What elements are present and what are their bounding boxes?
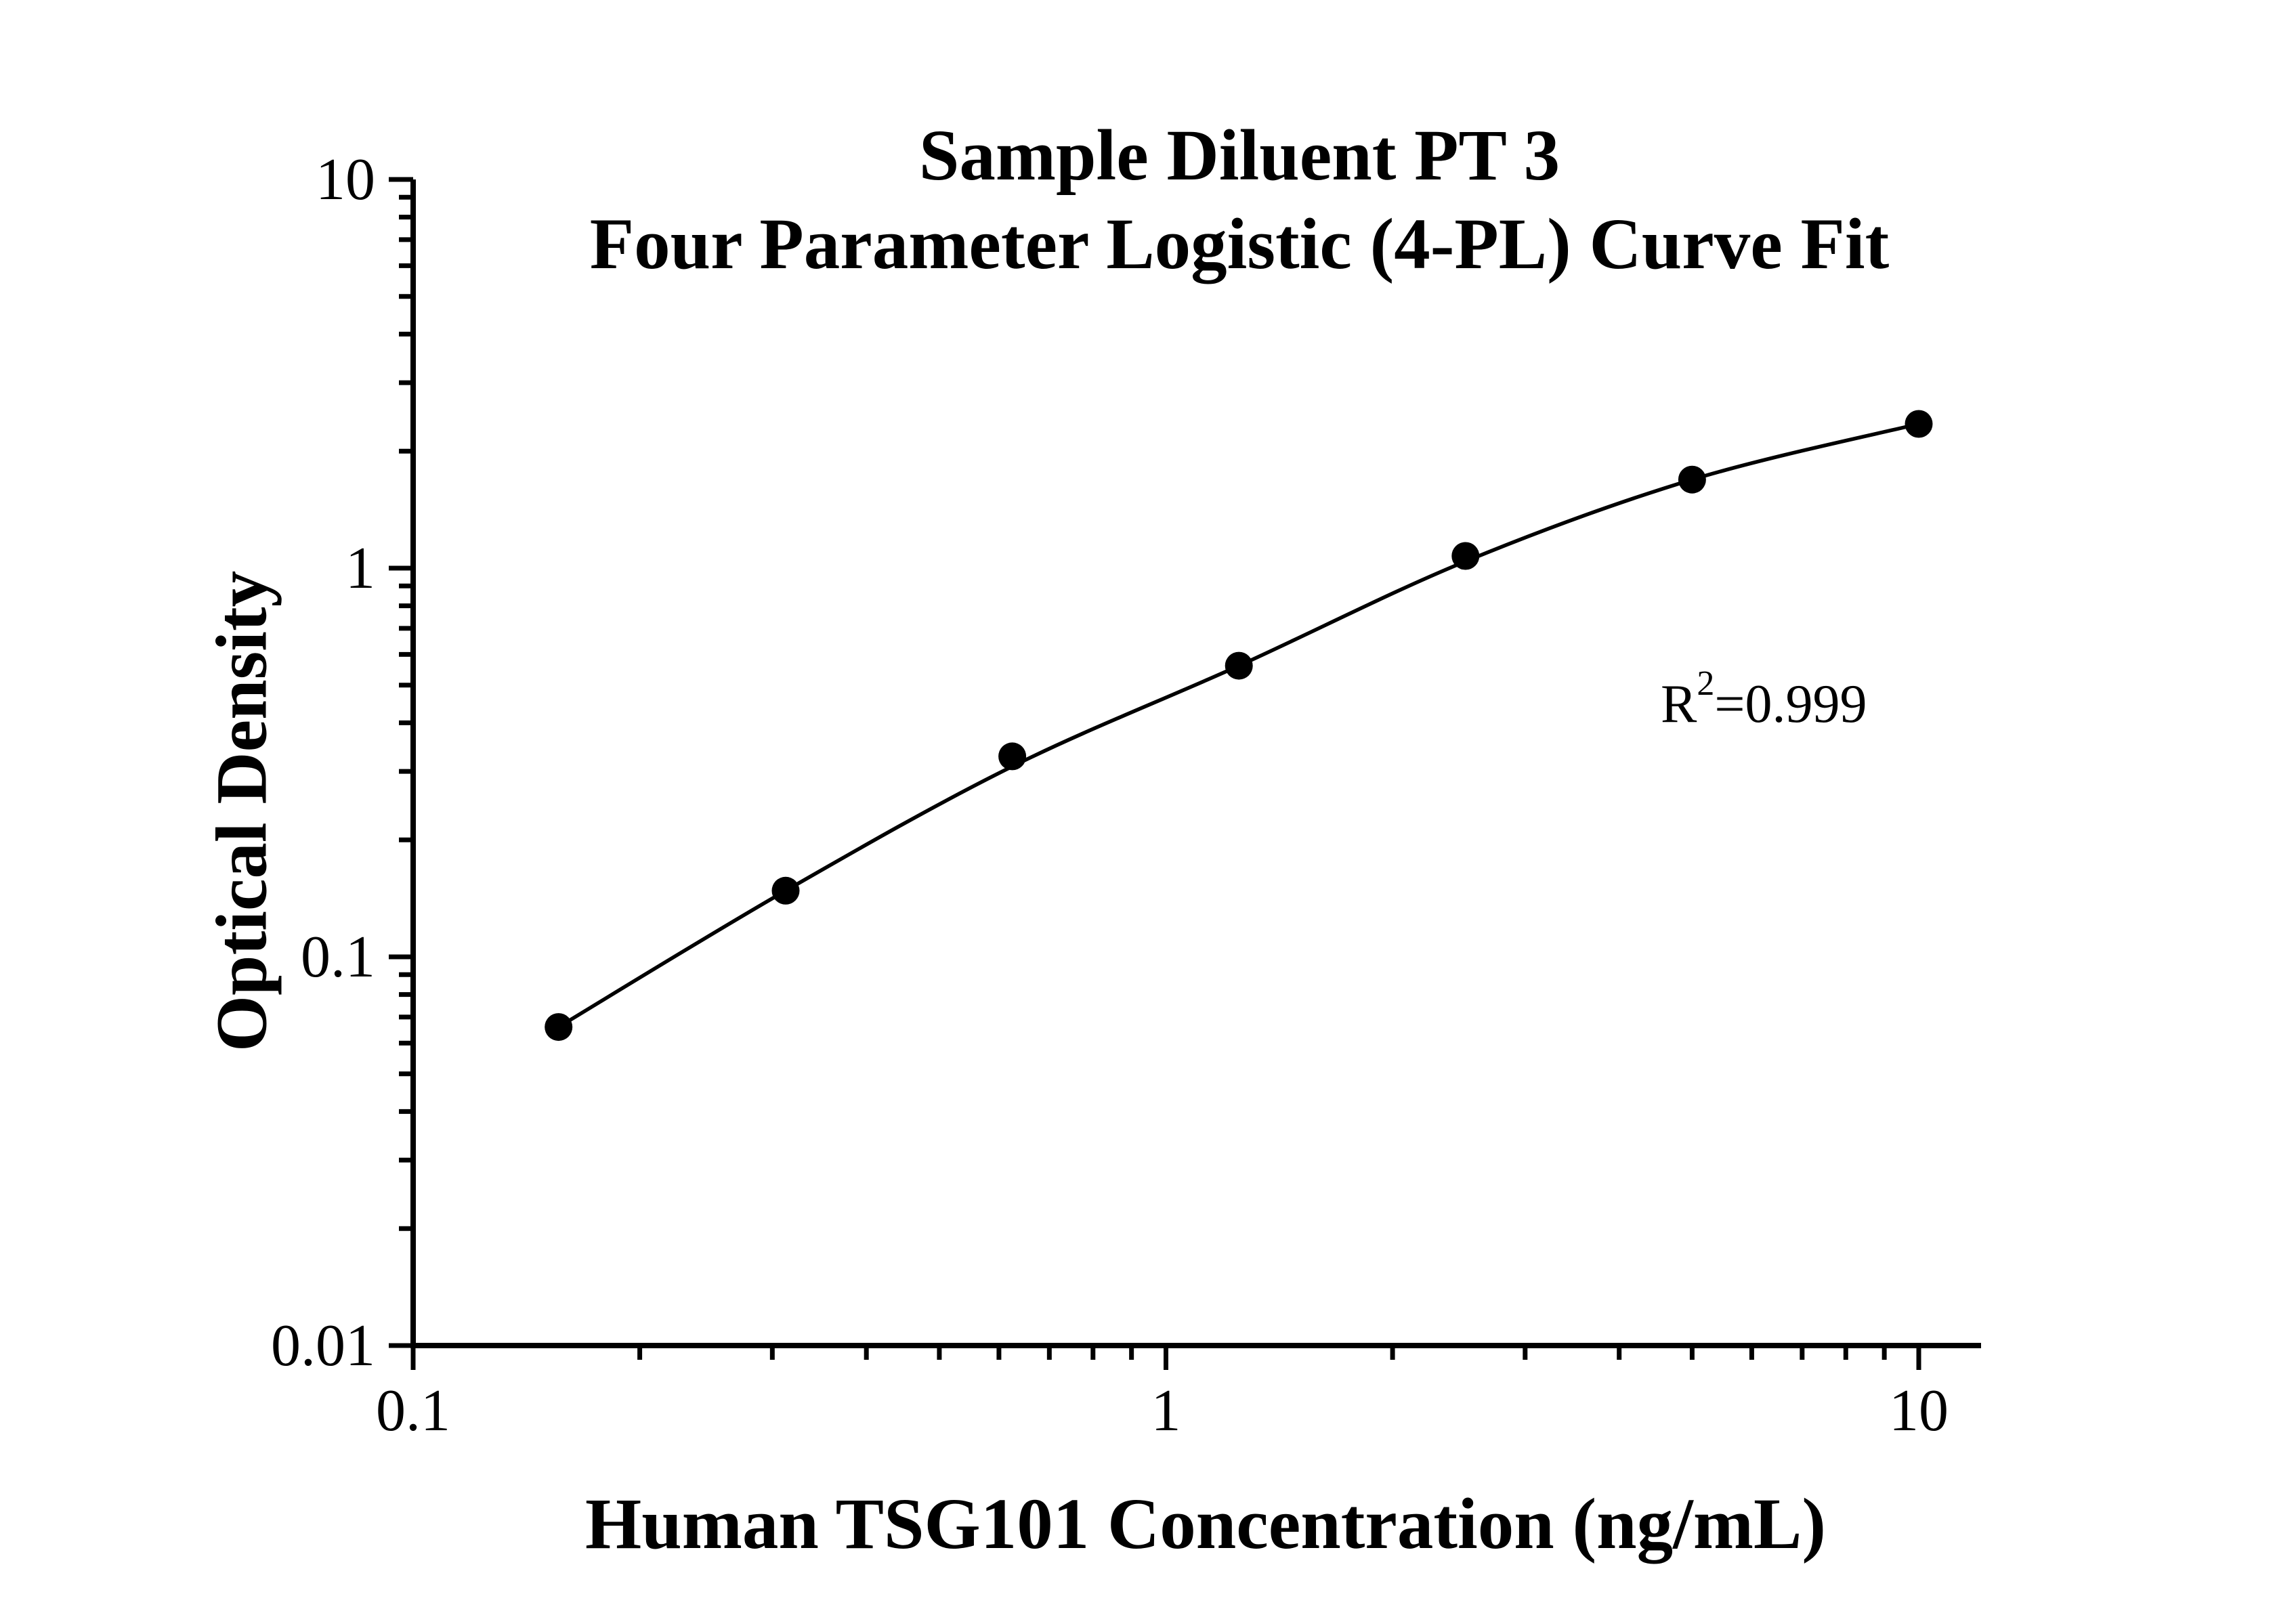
r-squared-annotation: R2=0.999 bbox=[1661, 666, 1867, 734]
data-point bbox=[1451, 542, 1480, 570]
chart-title: Sample Diluent PT 3 Four Parameter Logis… bbox=[590, 112, 1890, 289]
data-point bbox=[1225, 651, 1253, 680]
y-tick-label: 0.01 bbox=[271, 1313, 375, 1379]
x-tick-label: 10 bbox=[1889, 1378, 1949, 1444]
data-point bbox=[998, 742, 1027, 771]
r-squared-value: =0.999 bbox=[1714, 674, 1867, 734]
data-point bbox=[545, 1013, 573, 1041]
data-point bbox=[771, 876, 800, 905]
r-squared-exponent: 2 bbox=[1697, 664, 1715, 703]
x-tick-label: 1 bbox=[1151, 1378, 1181, 1444]
y-axis-label: Optical Density bbox=[202, 570, 282, 1052]
chart-title-line1: Sample Diluent PT 3 bbox=[918, 116, 1560, 196]
axes bbox=[410, 179, 1981, 1348]
chart-title-line2: Four Parameter Logistic (4-PL) Curve Fit bbox=[589, 205, 1890, 284]
y-tick-label: 1 bbox=[345, 536, 375, 601]
data-point bbox=[1905, 410, 1933, 438]
data-point bbox=[1678, 465, 1706, 494]
y-tick-label: 0.1 bbox=[301, 924, 375, 990]
x-axis-label: Human TSG101 Concentration (ng/mL) bbox=[584, 1484, 1827, 1564]
y-tick-label: 10 bbox=[316, 147, 375, 213]
x-tick-label: 0.1 bbox=[376, 1378, 450, 1444]
r-squared-base: R bbox=[1661, 674, 1697, 734]
